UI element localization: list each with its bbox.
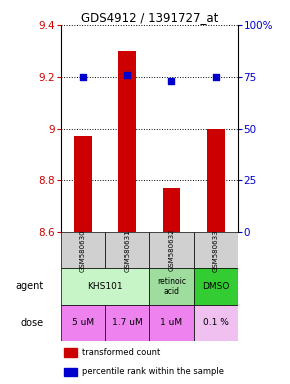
Bar bbox=[149, 268, 194, 305]
Text: 5 uM: 5 uM bbox=[72, 318, 94, 327]
Bar bbox=[61, 268, 149, 305]
Point bbox=[169, 78, 174, 84]
Bar bbox=[194, 305, 238, 341]
Bar bbox=[163, 188, 180, 232]
Text: retinoic
acid: retinoic acid bbox=[157, 277, 186, 296]
Bar bbox=[61, 305, 105, 341]
Bar bbox=[74, 136, 92, 232]
Text: GSM580633: GSM580633 bbox=[213, 229, 219, 271]
Bar bbox=[105, 232, 149, 268]
Bar bbox=[105, 305, 149, 341]
Bar bbox=[118, 51, 136, 232]
Point bbox=[213, 74, 218, 80]
Text: percentile rank within the sample: percentile rank within the sample bbox=[82, 367, 224, 376]
Bar bbox=[64, 367, 77, 376]
Bar bbox=[194, 268, 238, 305]
Text: KHS101: KHS101 bbox=[87, 282, 123, 291]
Bar bbox=[61, 232, 105, 268]
Bar bbox=[64, 348, 77, 357]
Text: GSM580631: GSM580631 bbox=[124, 229, 130, 271]
Text: DMSO: DMSO bbox=[202, 282, 229, 291]
Text: GSM580632: GSM580632 bbox=[168, 229, 175, 271]
Text: GSM580630: GSM580630 bbox=[80, 229, 86, 271]
Text: transformed count: transformed count bbox=[82, 348, 160, 357]
Text: 1 uM: 1 uM bbox=[160, 318, 182, 327]
Bar bbox=[207, 129, 224, 232]
Title: GDS4912 / 1391727_at: GDS4912 / 1391727_at bbox=[81, 11, 218, 24]
Text: 1.7 uM: 1.7 uM bbox=[112, 318, 143, 327]
Bar bbox=[149, 232, 194, 268]
Point bbox=[81, 74, 85, 80]
Text: 0.1 %: 0.1 % bbox=[203, 318, 229, 327]
Point bbox=[125, 71, 130, 78]
Text: dose: dose bbox=[21, 318, 44, 328]
Bar bbox=[194, 232, 238, 268]
Text: agent: agent bbox=[16, 281, 44, 291]
Bar bbox=[149, 305, 194, 341]
